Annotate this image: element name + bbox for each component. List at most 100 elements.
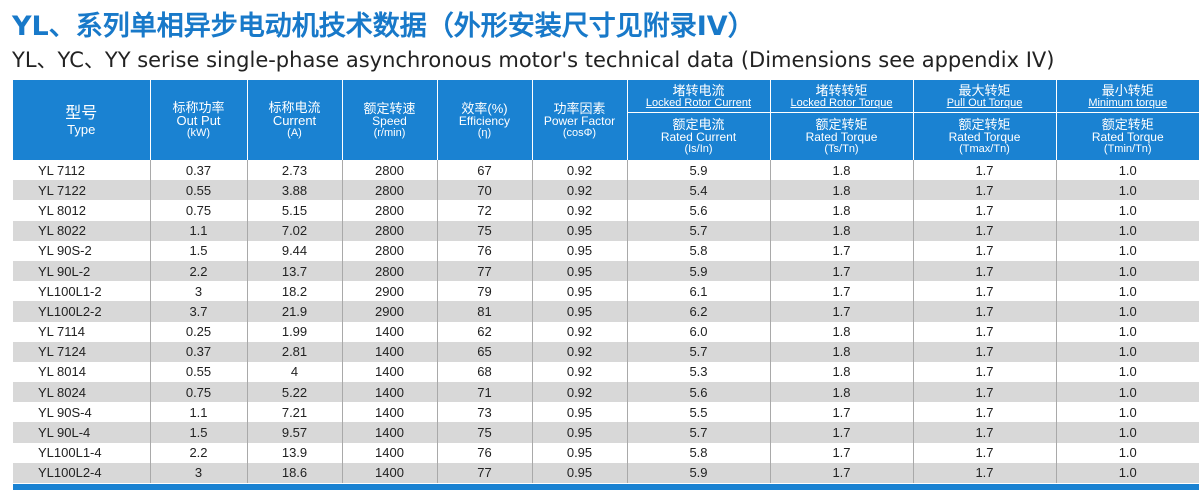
- table-cell: 1.8: [769, 220, 913, 241]
- header-pot-unit: (Tmax/Tn): [959, 143, 1010, 155]
- header-lrc-unit: (Is/In): [684, 143, 713, 155]
- table-cell: 1.7: [912, 281, 1056, 302]
- table-cell: 3.88: [246, 180, 342, 201]
- table-cell: 5.15: [246, 200, 342, 221]
- table-cell: 0.95: [531, 462, 627, 483]
- table-cell: 0.95: [531, 442, 627, 463]
- table-cell: 1.7: [769, 422, 913, 443]
- table-cell: 1400: [341, 442, 437, 463]
- table-cell: 5.6: [626, 382, 770, 403]
- table-cell: 1400: [341, 462, 437, 483]
- header-power-factor-unit: (cosΦ): [562, 126, 597, 139]
- table-body: YL 7112 0.37 2.73 2800 67 0.92 5.9 1.8 1.7 1.0 YL …: [13, 160, 1199, 483]
- header-current-cn: 标称电流: [268, 100, 321, 115]
- table-cell: 0.95: [531, 281, 627, 302]
- table-cell: 6.2: [626, 301, 770, 322]
- table-cell: 5.8: [626, 442, 770, 463]
- cell-type: YL 8022: [13, 220, 150, 241]
- table-cell: 1.5: [149, 240, 247, 261]
- header-power-factor: 功率因素 Power Factor (cosΦ): [531, 80, 627, 160]
- table-cell: 0.92: [531, 321, 627, 342]
- table-cell: 0.95: [531, 301, 627, 322]
- table-cell: 1.8: [769, 200, 913, 221]
- cell-type: YL 7122: [13, 180, 150, 201]
- table-cell: 5.7: [626, 422, 770, 443]
- table-cell: 1.7: [912, 361, 1056, 383]
- table-cell: 1.8: [769, 160, 913, 181]
- table-cell: 5.5: [626, 402, 770, 423]
- page-title: YL、系列单相异步电动机技术数据（外形安装尺寸见附录IV）: [12, 11, 755, 42]
- table-cell: 0.92: [531, 382, 627, 403]
- header-current: 标称电流 Current (A): [246, 80, 342, 160]
- table-cell: 7.02: [246, 220, 342, 241]
- table-cell: 1400: [341, 361, 437, 383]
- cell-type: YL 8014: [13, 361, 150, 383]
- table-row: YL 7122 0.55 3.88 2800 70 0.92 5.4 1.8 1.7 1.0: [13, 180, 1199, 201]
- table-cell: 1.7: [912, 240, 1056, 261]
- table-cell: 2.81: [246, 341, 342, 362]
- table-cell: 0.95: [531, 260, 627, 282]
- table-cell: 5.7: [626, 341, 770, 362]
- table-cell: 67: [436, 160, 532, 181]
- table-cell: 1.7: [912, 422, 1056, 443]
- cell-type: YL 7124: [13, 341, 150, 362]
- cell-type: YL 7112: [13, 160, 150, 181]
- table-cell: 0.75: [149, 382, 247, 403]
- table-cell: 5.6: [626, 200, 770, 221]
- table-cell: 62: [436, 321, 532, 342]
- header-lrc-cn: 堵转电流: [672, 82, 725, 98]
- header-type-cn: 型号: [65, 104, 98, 122]
- table-cell: 1.0: [1055, 462, 1199, 483]
- cell-type: YL 8024: [13, 382, 150, 403]
- cell-type: YL 7114: [13, 321, 150, 342]
- table-row: YL100L1-4 2.2 13.9 1400 76 0.95 5.8 1.7 1.7 1.0: [13, 442, 1199, 463]
- cell-type: YL100L2-2: [13, 301, 150, 322]
- header-pull-out-torque: 最大转矩 Pull Out Torque 额定转矩 Rated Torque (…: [912, 80, 1056, 160]
- table-cell: 1.7: [769, 462, 913, 483]
- table-cell: 2800: [341, 180, 437, 201]
- table-cell: 0.25: [149, 321, 247, 342]
- table-cell: 0.95: [531, 220, 627, 241]
- table-cell: 72: [436, 200, 532, 221]
- cell-type: YL100L1-2: [13, 281, 150, 302]
- table-cell: 5.4: [626, 180, 770, 201]
- table-cell: 2.73: [246, 160, 342, 181]
- table-cell: 1.1: [149, 220, 247, 241]
- table-row: YL 7114 0.25 1.99 1400 62 0.92 6.0 1.8 1.7 1.0: [13, 321, 1199, 342]
- table-cell: 1.0: [1055, 180, 1199, 201]
- header-output-en: Out Put: [176, 113, 221, 128]
- header-pot-en: Pull Out Torque: [946, 96, 1023, 109]
- table-cell: 1400: [341, 321, 437, 342]
- table-cell: 13.9: [246, 442, 342, 463]
- bottom-bar: [13, 484, 1199, 490]
- table-cell: 1.7: [912, 442, 1056, 463]
- table-cell: 5.9: [626, 462, 770, 483]
- header-locked-rotor-torque: 堵转转矩 Locked Rotor Torque 额定转矩 Rated Torq…: [769, 80, 913, 160]
- table-cell: 1.7: [912, 160, 1056, 181]
- table-cell: 1400: [341, 422, 437, 443]
- table-cell: 6.1: [626, 281, 770, 302]
- table-cell: 70: [436, 180, 532, 201]
- table-cell: 2800: [341, 220, 437, 241]
- cell-type: YL 90L-4: [13, 422, 150, 443]
- header-lrt-rated-en: Rated Torque: [805, 130, 878, 144]
- table-cell: 6.0: [626, 321, 770, 342]
- table-cell: 1.7: [912, 382, 1056, 403]
- table-cell: 1.0: [1055, 200, 1199, 221]
- table-cell: 1.0: [1055, 301, 1199, 322]
- table-row: YL100L1-2 3 18.2 2900 79 0.95 6.1 1.7 1.7 1.0: [13, 281, 1199, 302]
- table-cell: 18.2: [246, 281, 342, 302]
- header-efficiency: 效率(%) Efficiency (η): [436, 80, 532, 160]
- header-lrt-rated-cn: 额定转矩: [815, 117, 868, 132]
- header-type-en: Type: [67, 121, 96, 137]
- header-output: 标称功率 Out Put (kW): [149, 80, 247, 160]
- table-cell: 1.0: [1055, 422, 1199, 443]
- table-cell: 2800: [341, 200, 437, 221]
- table-cell: 1.7: [769, 260, 913, 282]
- table-cell: 0.95: [531, 422, 627, 443]
- table-row: YL 8024 0.75 5.22 1400 71 0.92 5.6 1.8 1.7 1.0: [13, 382, 1199, 403]
- table-cell: 1.0: [1055, 240, 1199, 261]
- table-cell: 1.8: [769, 321, 913, 342]
- table-cell: 4: [246, 361, 342, 383]
- table-cell: 1.5: [149, 422, 247, 443]
